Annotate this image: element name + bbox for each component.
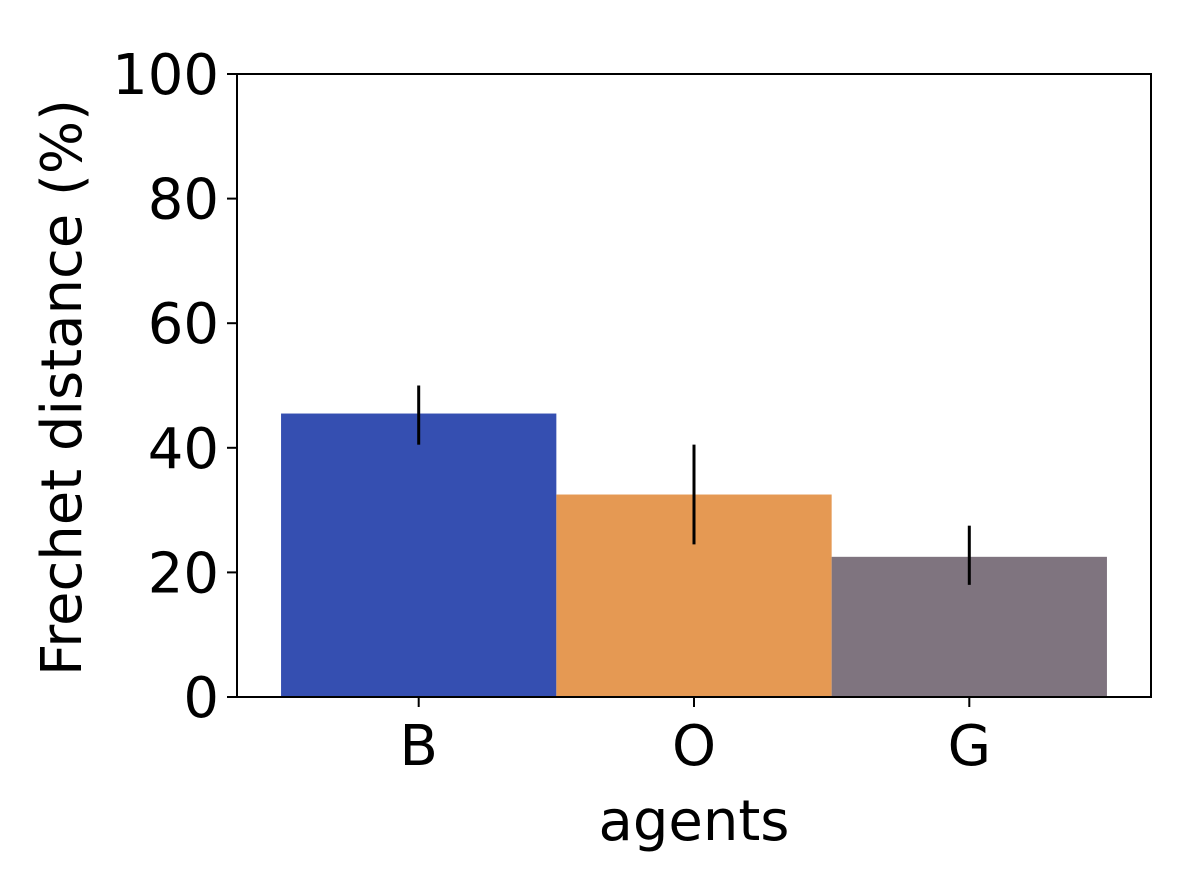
y-tick-label: 40 [148,417,219,482]
x-tick-label: G [948,714,991,779]
error-bars-layer [417,385,971,585]
y-tick-label: 20 [148,541,219,606]
y-tick-label: 0 [183,666,219,731]
x-axis-label: agents [599,789,790,854]
x-tick-label: O [672,714,716,779]
x-tick-label: B [399,714,437,779]
y-axis-ticks: 0 20 40 60 80 100 [112,43,237,731]
y-tick-label: 60 [148,292,219,357]
y-tick-label: 100 [112,43,219,108]
bars-layer [281,413,1107,697]
bar-b [281,413,557,697]
y-tick-label: 80 [148,168,219,233]
y-axis-label: Frechet distance (%) [30,99,95,676]
